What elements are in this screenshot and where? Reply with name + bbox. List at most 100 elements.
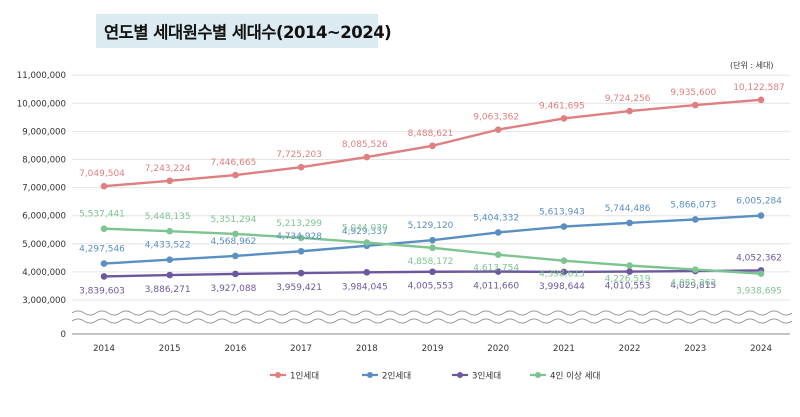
data-point — [429, 268, 436, 276]
data-point — [429, 236, 436, 244]
data-point — [757, 212, 765, 219]
data-point — [692, 216, 699, 223]
data-label: 3,959,421 — [276, 283, 322, 293]
data-point — [560, 223, 568, 230]
data-label: 4,011,660 — [473, 282, 519, 292]
y-tick-label: 3,000,000 — [22, 296, 66, 306]
y-tick-label: 0 — [61, 330, 66, 340]
data-label: 4,297,546 — [79, 245, 125, 255]
x-tick-label: 2017 — [290, 344, 312, 354]
data-point — [232, 171, 239, 179]
data-label: 3,984,045 — [342, 282, 388, 292]
data-point — [297, 247, 305, 255]
data-label: 7,049,504 — [79, 169, 125, 179]
data-point — [560, 257, 568, 264]
data-point — [232, 270, 239, 278]
data-label: 4,052,362 — [736, 253, 782, 263]
data-label: 4,398,613 — [539, 270, 585, 280]
data-label: 3,886,271 — [145, 285, 191, 295]
data-label: 4,005,553 — [408, 282, 454, 292]
data-point — [494, 268, 502, 275]
data-point — [626, 262, 633, 269]
data-label: 4,226,519 — [605, 275, 651, 285]
data-label: 4,010,553 — [605, 282, 651, 292]
data-label: 4,568,962 — [210, 237, 256, 247]
data-point — [297, 234, 305, 242]
y-tick-label: 7,000,000 — [22, 184, 66, 194]
data-label: 5,404,332 — [473, 213, 519, 223]
data-label: 7,446,665 — [210, 158, 256, 168]
x-tick-label: 2021 — [553, 344, 575, 354]
legend-marker — [275, 372, 281, 378]
data-label: 9,461,695 — [539, 101, 585, 111]
x-tick-label: 2018 — [356, 344, 378, 354]
data-label: 10,122,587 — [733, 83, 785, 93]
chart-title: 연도별 세대원수별 세대수(2014~2024) — [104, 23, 392, 42]
y-tick-label: 11,000,000 — [17, 71, 66, 81]
data-point — [626, 219, 633, 227]
unit-label: (단위 : 세대) — [730, 61, 774, 70]
x-tick-label: 2015 — [159, 344, 181, 354]
data-point — [297, 163, 305, 171]
data-label: 5,213,299 — [276, 219, 322, 229]
y-tick-label: 8,000,000 — [22, 156, 66, 166]
data-label: 3,927,088 — [210, 284, 256, 294]
x-tick-label: 2020 — [487, 344, 509, 354]
data-point — [232, 252, 239, 260]
data-label: 5,537,441 — [79, 210, 125, 220]
data-point — [100, 260, 108, 267]
data-point — [100, 182, 108, 190]
y-tick-label: 5,000,000 — [22, 240, 66, 250]
x-tick-label: 2022 — [619, 344, 641, 354]
legend-label: 4인 이상 세대 — [550, 371, 601, 382]
data-point — [429, 142, 436, 150]
x-tick-label: 2016 — [224, 344, 246, 354]
legend-marker — [535, 372, 541, 378]
axis-break-line — [71, 318, 793, 324]
legend-label: 1인세대 — [290, 371, 319, 382]
data-label: 7,725,203 — [276, 150, 322, 160]
data-point — [494, 126, 502, 133]
data-label: 4,613,754 — [473, 264, 519, 274]
data-point — [166, 227, 173, 235]
data-label: 5,129,120 — [408, 221, 454, 231]
data-point — [166, 177, 173, 185]
data-point — [363, 239, 371, 246]
data-point — [757, 270, 765, 277]
axis-break-line — [71, 310, 793, 316]
legend-marker — [457, 372, 463, 378]
data-label: 4,029,815 — [670, 281, 716, 291]
title-background — [96, 14, 378, 48]
data-label: 5,044,039 — [342, 224, 388, 234]
data-point — [363, 153, 371, 161]
data-label: 3,938,695 — [736, 287, 782, 297]
data-label: 3,839,603 — [79, 286, 125, 296]
data-point — [560, 115, 568, 122]
data-label: 5,866,073 — [670, 200, 716, 210]
x-tick-label: 2023 — [684, 344, 706, 354]
y-tick-label: 10,000,000 — [17, 99, 66, 109]
y-tick-label: 4,000,000 — [22, 268, 66, 278]
data-label: 7,243,224 — [145, 164, 191, 174]
data-point — [692, 266, 699, 273]
legend-marker — [367, 372, 373, 378]
data-label: 9,724,256 — [605, 94, 651, 104]
x-tick-label: 2014 — [93, 344, 115, 354]
data-point — [166, 256, 173, 264]
data-point — [363, 269, 371, 276]
data-label: 4,433,522 — [145, 241, 191, 251]
data-label: 9,063,362 — [473, 113, 519, 123]
data-label: 5,351,294 — [210, 215, 256, 225]
data-label: 4,929,337 — [342, 227, 388, 237]
x-tick-label: 2019 — [422, 344, 444, 354]
x-tick-label: 2024 — [750, 344, 772, 354]
data-label: 4,858,172 — [408, 257, 454, 267]
data-point — [692, 101, 699, 109]
data-label: 8,488,621 — [408, 129, 454, 139]
data-point — [560, 268, 568, 276]
legend-label: 3인세대 — [472, 371, 501, 382]
data-point — [297, 269, 305, 277]
data-point — [100, 225, 108, 232]
data-label: 8,085,526 — [342, 140, 388, 150]
